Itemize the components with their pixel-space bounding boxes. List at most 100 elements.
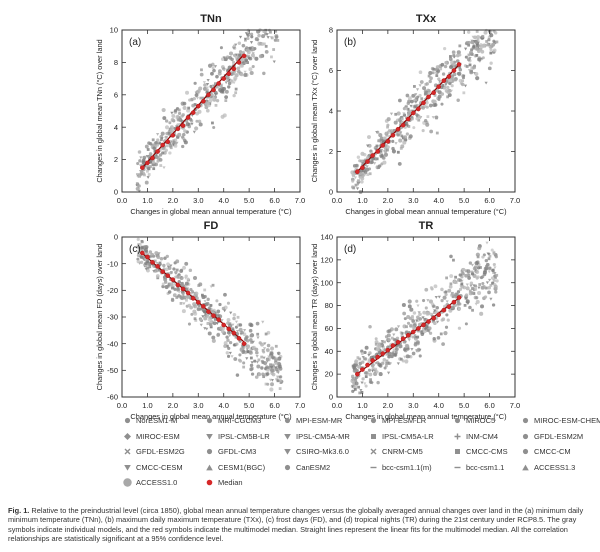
model-point (367, 368, 372, 372)
model-point (177, 290, 181, 294)
model-point (407, 125, 411, 128)
legend-label: IPSL-CM5A-MR (296, 431, 350, 441)
model-point (203, 288, 207, 292)
model-point (177, 111, 182, 116)
model-point (228, 351, 232, 355)
model-point (482, 270, 487, 275)
model-point (216, 309, 221, 314)
y-tick-label: 0 (329, 188, 333, 197)
model-point (167, 290, 172, 294)
model-point (437, 79, 442, 83)
model-point (176, 135, 180, 139)
model-point (383, 366, 387, 370)
x-axis-label: Changes in global mean annual temperatur… (345, 207, 506, 216)
model-point (393, 120, 398, 125)
x-tick-label: 0.0 (332, 401, 342, 410)
model-point (431, 71, 435, 75)
model-point (470, 272, 475, 276)
model-point (399, 357, 403, 361)
model-point (437, 97, 441, 101)
model-point (451, 55, 456, 59)
model-point (429, 129, 434, 134)
model-point (411, 335, 415, 339)
model-point (444, 83, 448, 87)
model-point (415, 88, 420, 92)
model-point (246, 28, 251, 33)
legend-label: MPI-ESM-LR (382, 416, 427, 425)
model-point (169, 128, 175, 133)
median-point (150, 155, 155, 161)
model-point (466, 269, 471, 274)
model-point (172, 293, 177, 298)
model-point (203, 310, 207, 314)
x-tick-label: 6.0 (269, 401, 279, 410)
model-point (472, 45, 476, 49)
model-point (234, 325, 238, 329)
model-point (420, 330, 424, 334)
legend-label: CMCC-CMS (466, 447, 508, 456)
model-point (242, 365, 246, 369)
model-point (138, 243, 142, 246)
model-point (362, 170, 365, 174)
model-point (495, 279, 499, 283)
model-point (193, 103, 197, 106)
x-tick-label: 4.0 (433, 196, 443, 205)
model-point (136, 259, 141, 264)
model-point (358, 357, 362, 361)
model-point (471, 35, 475, 39)
model-point (465, 65, 469, 68)
model-point (223, 57, 228, 62)
model-point (226, 301, 230, 305)
x-tick-label: 2.0 (168, 401, 178, 410)
model-point (185, 294, 190, 299)
model-point (405, 132, 409, 136)
legend-item: GFDL-CM3 (204, 446, 256, 457)
model-point (360, 179, 364, 184)
model-point (209, 90, 213, 94)
model-point (228, 322, 232, 326)
model-point (425, 329, 429, 332)
model-point (464, 322, 468, 326)
y-tick-label: 8 (114, 58, 118, 67)
x-tick-label: 1.0 (142, 196, 152, 205)
model-point (223, 309, 227, 313)
model-point (389, 112, 394, 116)
model-point (355, 187, 360, 191)
model-point (350, 378, 355, 383)
model-point (246, 36, 250, 41)
median-point (385, 347, 391, 353)
model-point (216, 333, 220, 337)
model-point (135, 186, 140, 191)
model-point (460, 282, 464, 286)
model-point (363, 350, 367, 355)
panel-label: (d) (344, 244, 356, 255)
panel-label: (a) (129, 37, 141, 48)
median-series (140, 250, 247, 346)
model-point (139, 172, 143, 176)
model-point (169, 282, 174, 287)
model-point (386, 345, 391, 349)
legend-label: CNRM-CM5 (382, 447, 423, 456)
median-point (180, 286, 186, 292)
model-point (242, 329, 247, 332)
model-point (474, 302, 478, 306)
model-point (485, 281, 490, 285)
model-point (155, 155, 159, 160)
model-point (409, 307, 414, 312)
model-point (227, 81, 232, 86)
x-axis-label: Changes in global mean annual temperatur… (130, 412, 291, 421)
model-point (433, 103, 438, 107)
model-point (456, 299, 460, 303)
model-point (221, 306, 226, 311)
model-point (163, 280, 168, 284)
model-point (214, 103, 218, 107)
model-point (215, 74, 219, 79)
model-point (433, 321, 437, 326)
model-point (407, 304, 412, 309)
model-point (240, 64, 244, 68)
model-point (474, 40, 479, 45)
model-point (489, 283, 493, 287)
model-point (433, 93, 437, 97)
model-point (211, 121, 214, 125)
y-tick-label: 8 (329, 26, 333, 35)
